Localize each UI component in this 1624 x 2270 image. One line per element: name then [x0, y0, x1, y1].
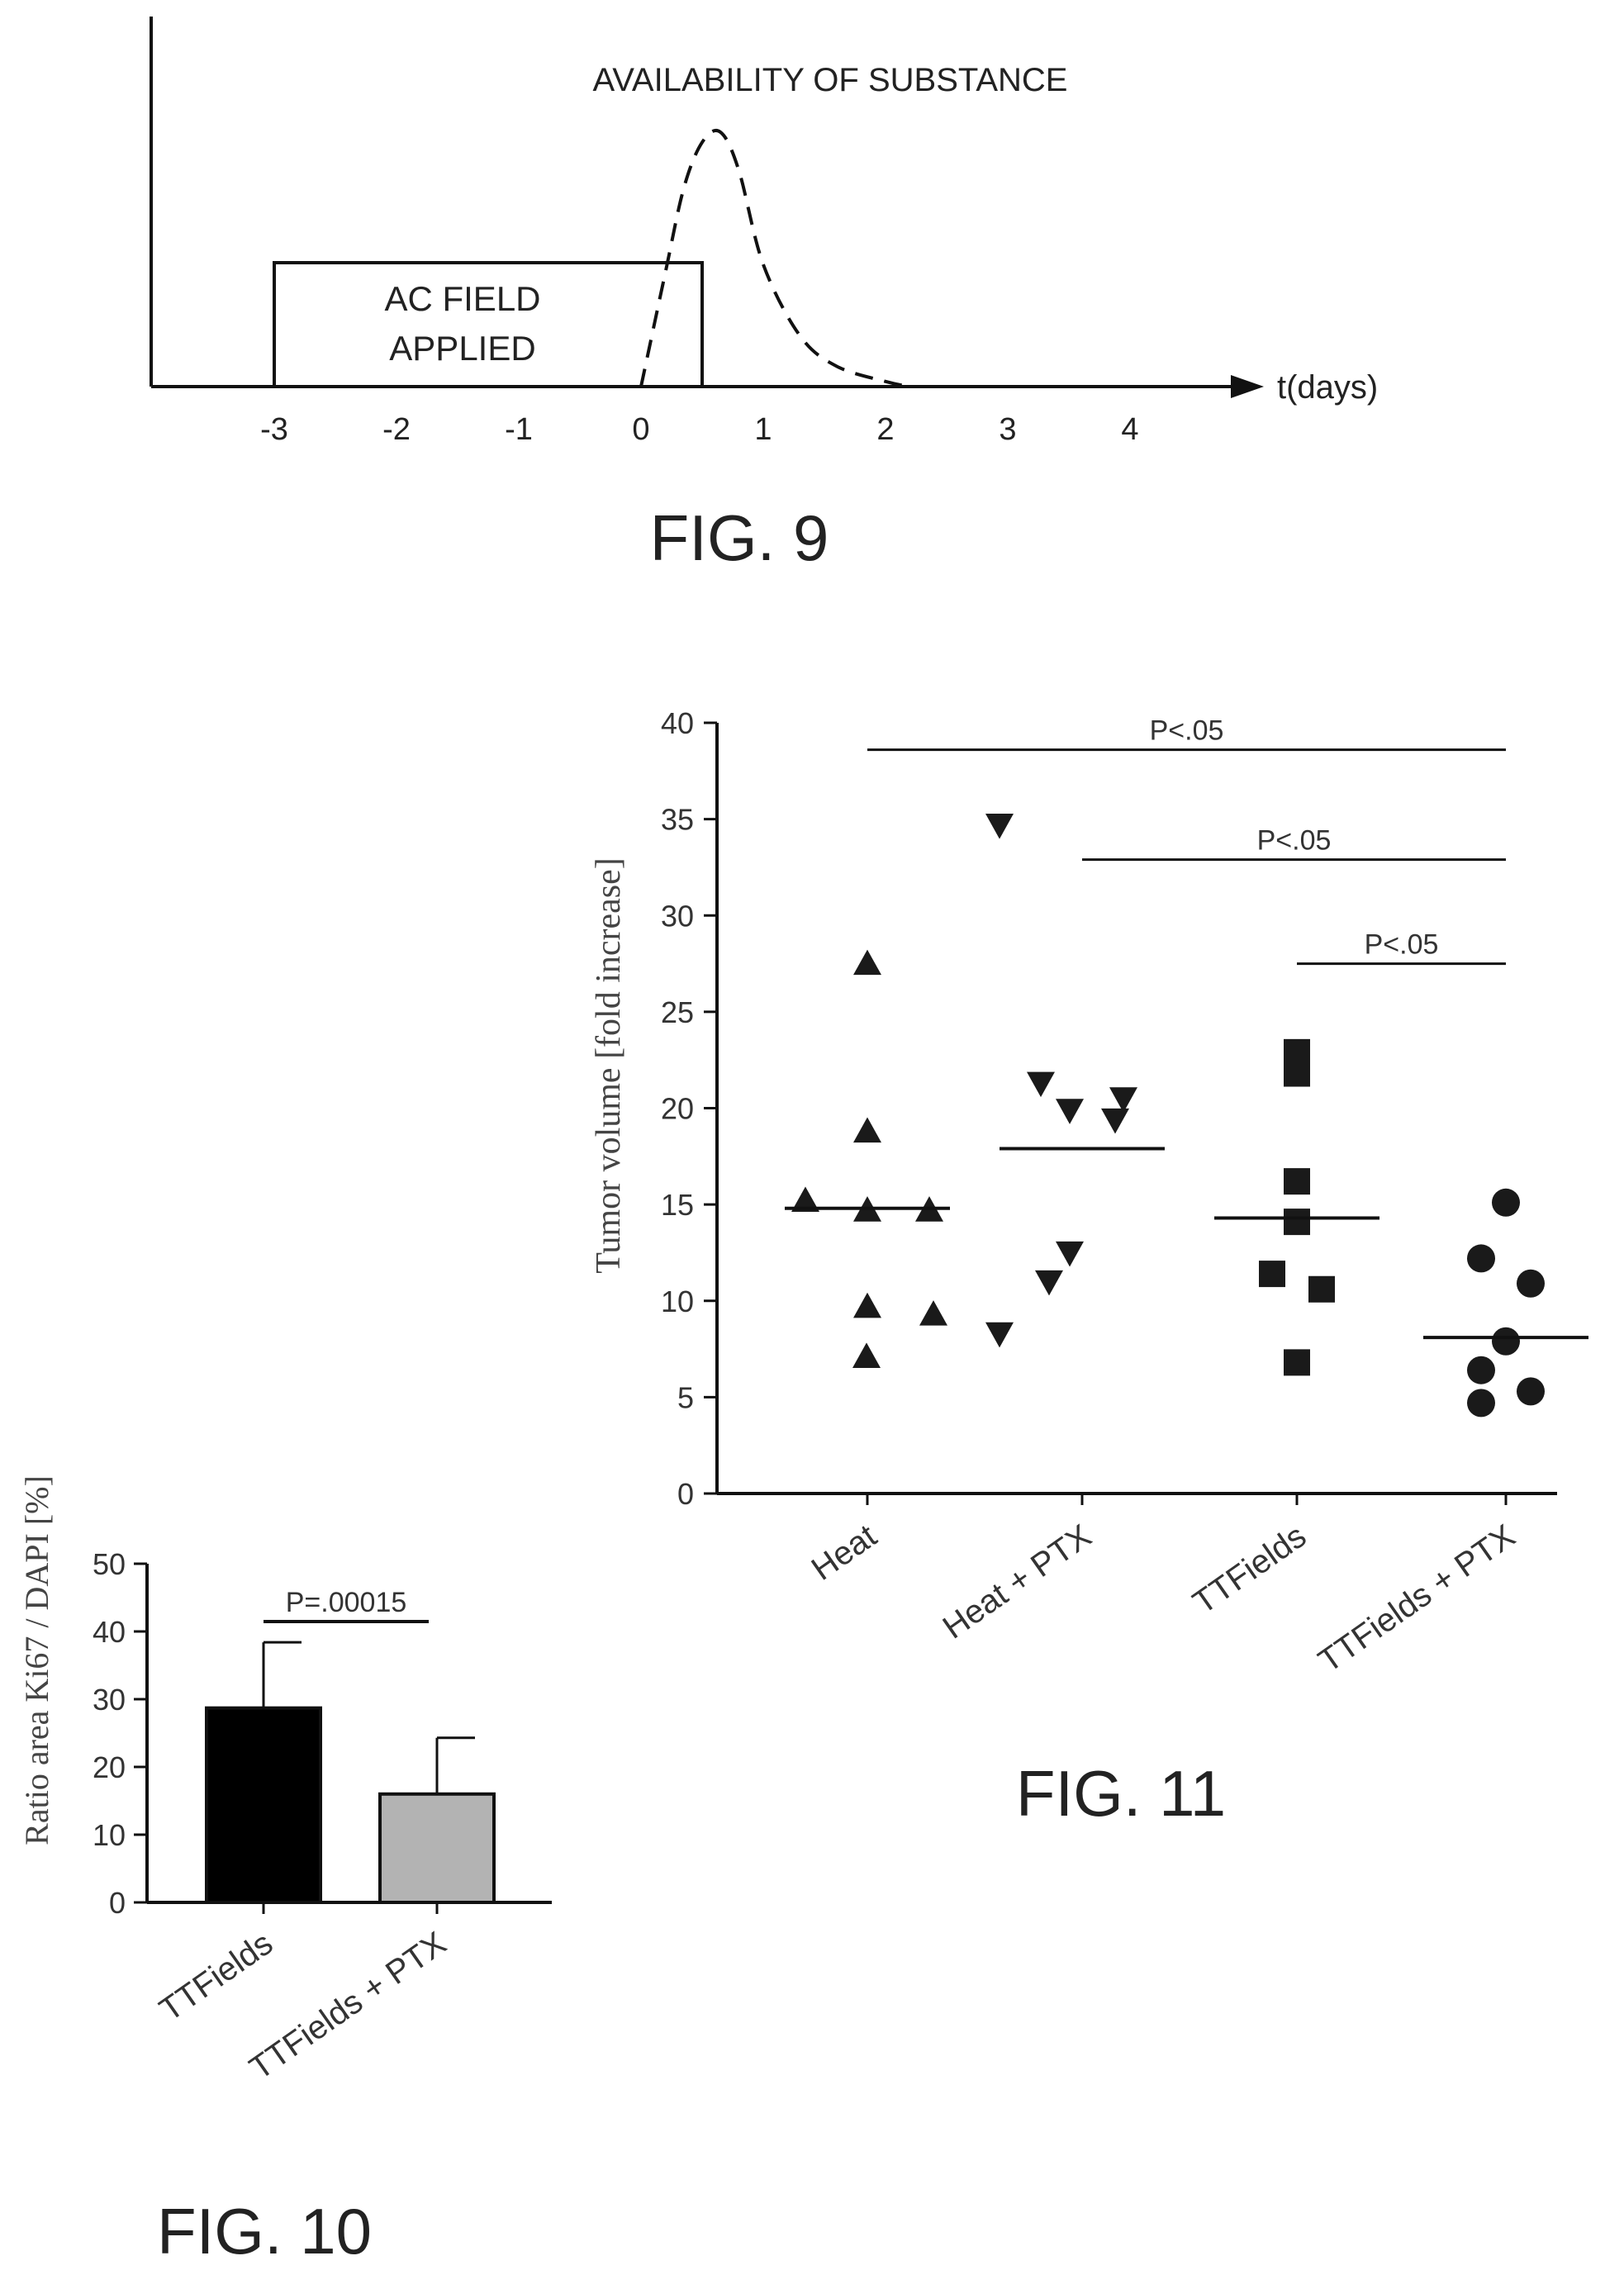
fig9-box-label-line1: AC FIELD [384, 279, 540, 318]
fig10-y-tick-label: 0 [109, 1886, 126, 1920]
fig9-field-applied-box [273, 261, 704, 388]
fig10-x-tick-label: TTFields [153, 1925, 279, 2028]
fig11-y-tick-label: 25 [661, 995, 694, 1029]
fig10-y-tick-label: 40 [93, 1615, 126, 1649]
fig11-x-tick-labels: Heat Heat + PTX TTFields TTFields + PTX [805, 1494, 1522, 1679]
fig11-figure-label: FIG. 11 [1016, 1757, 1226, 1830]
fig11-data-point [1284, 1168, 1310, 1195]
fig9-x-tick-label: 0 [632, 412, 649, 447]
fig11-y-ticks: 0 5 10 15 20 25 30 35 40 [661, 706, 717, 1511]
fig11-data-point [1035, 1270, 1063, 1296]
fig9-x-tick-label: 1 [754, 412, 772, 447]
fig11-data-point [1284, 1349, 1310, 1376]
fig9-x-axis-arrowhead [1231, 375, 1264, 398]
fig11-y-tick-label: 0 [677, 1477, 694, 1511]
fig11-data-point [853, 1117, 881, 1143]
fig11-data-point [1492, 1327, 1520, 1356]
fig11-y-axis-label: Tumor volume [fold increase] [590, 857, 628, 1274]
fig9-x-tick-label: 3 [999, 412, 1016, 447]
fig11-data-point [985, 1322, 1014, 1348]
fig11-data-point [1492, 1188, 1520, 1217]
fig11-data-point [1467, 1244, 1495, 1273]
fig11-data-point [1284, 1209, 1310, 1236]
fig11-x-tick-label: TTFields + PTX [1312, 1517, 1522, 1679]
fig9-figure-label: FIG. 9 [650, 501, 829, 574]
fig9-box-label-line2: APPLIED [389, 329, 535, 368]
fig11-y-tick-label: 30 [661, 899, 694, 933]
fig10-y-tick-label: 10 [93, 1818, 126, 1852]
fig11-data-point [1308, 1275, 1335, 1303]
fig11-data-point [1027, 1071, 1055, 1098]
fig11-data-point [1101, 1108, 1129, 1134]
fig9-curve-label: AVAILABILITY OF SUBSTANCE [593, 62, 1068, 98]
fig11-x-tick-label: TTFields [1186, 1517, 1313, 1621]
fig9-x-tick-labels: -3 -2 -1 0 1 2 3 4 [260, 412, 1138, 447]
fig11-y-tick-label: 20 [661, 1092, 694, 1126]
fig11-data-point [1467, 1389, 1495, 1418]
fig11-data-point [852, 1342, 881, 1368]
fig11-data-point [1284, 1060, 1310, 1087]
fig11-data-point [1467, 1356, 1495, 1384]
fig11-data-point [1259, 1261, 1285, 1288]
fig11-y-tick-label: 35 [661, 803, 694, 837]
fig11-significance-label: P<.05 [1365, 929, 1439, 961]
fig9-x-axis-label: t(days) [1277, 369, 1378, 406]
fig10-y-axis-label: Ratio area Ki67 / DAPI [%] [18, 1475, 55, 1845]
fig11-y-tick-label: 40 [661, 706, 694, 740]
fig10-bar [378, 1792, 496, 1905]
fig10-y-tick-label: 50 [93, 1547, 126, 1581]
fig9-x-tick-label: -1 [505, 412, 533, 447]
fig9-substance-curve [639, 128, 911, 388]
fig11-x-tick-label: Heat [805, 1517, 883, 1588]
fig10-y-tick-label: 30 [93, 1683, 126, 1717]
fig11-data-point [1056, 1099, 1084, 1124]
fig11-y-tick-label: 15 [661, 1188, 694, 1222]
fig10-y-ticks: 0 10 20 30 40 50 [93, 1547, 147, 1920]
fig11-y-tick-label: 5 [677, 1380, 694, 1414]
fig10-significance-label: P=.00015 [286, 1587, 407, 1618]
fig11-data-point [1056, 1241, 1084, 1267]
fig11-median-lines [785, 1147, 1588, 1340]
fig11-data-point [1517, 1377, 1545, 1406]
fig9-x-tick-label: 2 [876, 412, 894, 447]
fig11-significance-label: P<.05 [1150, 715, 1224, 747]
fig10-bars [205, 1641, 496, 1905]
fig9-chart: t(days) AVAILABILITY OF SUBSTANCE AC FIE… [150, 17, 1378, 574]
fig11-data-point [1517, 1269, 1545, 1298]
fig11-significance-label: P<.05 [1257, 825, 1332, 857]
fig9-x-tick-label: -2 [382, 412, 411, 447]
fig11-data-point [919, 1300, 947, 1326]
fig11-data-point [853, 949, 881, 976]
fig11-y-tick-label: 10 [661, 1285, 694, 1318]
fig11-data-point [985, 814, 1014, 839]
fig11-x-tick-label: Heat + PTX [937, 1517, 1099, 1646]
fig11-significance-bars: P<.05 P<.05 P<.05 [867, 715, 1506, 966]
fig10-significance-bar: P=.00015 [264, 1587, 429, 1623]
fig9-x-tick-label: -3 [260, 412, 288, 447]
fig10-y-tick-label: 20 [93, 1750, 126, 1784]
fig10-figure-label: FIG. 10 [157, 2195, 372, 2268]
fig11-data-point [791, 1186, 819, 1213]
fig11-data-point [853, 1292, 881, 1318]
fig9-x-tick-label: 4 [1121, 412, 1138, 447]
fig11-data-points [791, 814, 1545, 1418]
fig10-bar [205, 1706, 322, 1904]
fig11-data-point [1109, 1087, 1137, 1113]
